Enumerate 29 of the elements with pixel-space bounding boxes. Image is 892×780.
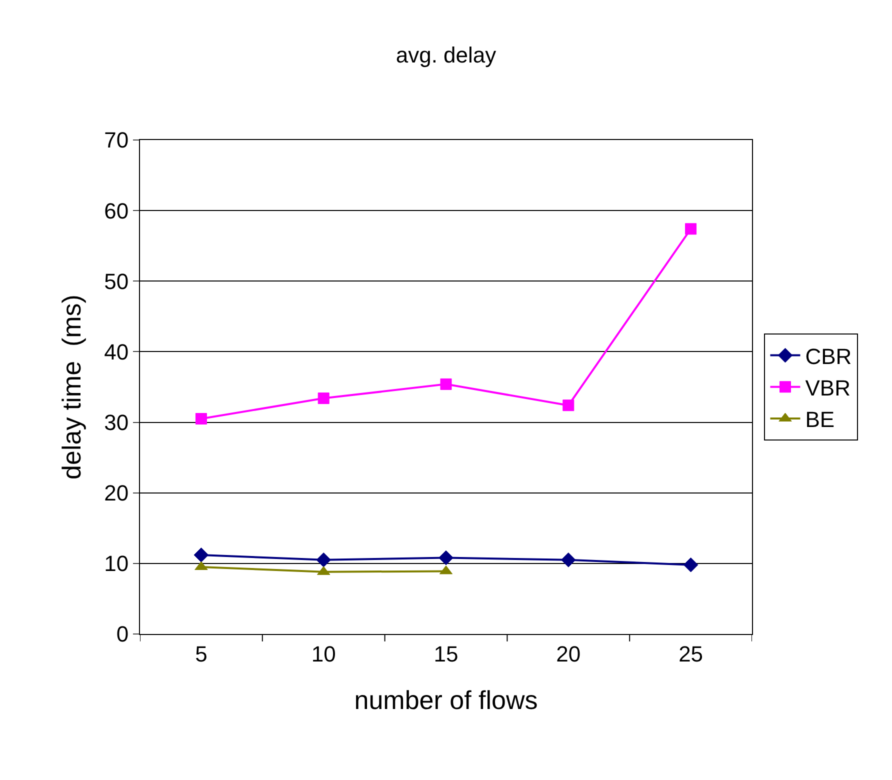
y-tick-label: 10 xyxy=(104,551,129,576)
y-tick-label: 20 xyxy=(104,480,129,506)
y-tick-label: 40 xyxy=(104,339,129,364)
y-tick-label: 60 xyxy=(104,198,129,224)
y-axis-title: delay time (ms) xyxy=(56,294,87,480)
point xyxy=(683,557,698,572)
x-tick-label: 25 xyxy=(678,641,704,666)
legend-label: BE xyxy=(805,407,835,432)
point xyxy=(561,552,576,568)
x-tick-label: 20 xyxy=(556,641,581,666)
point xyxy=(195,413,207,425)
legend-label: VBR xyxy=(805,375,850,400)
point xyxy=(685,223,697,235)
point xyxy=(440,378,452,390)
x-tick-label: 5 xyxy=(195,641,208,666)
y-tick-label: 50 xyxy=(104,268,129,294)
point xyxy=(562,400,574,412)
x-tick-label: 10 xyxy=(311,641,336,666)
point xyxy=(316,552,331,568)
point xyxy=(318,392,330,404)
x-axis-title: number of flows xyxy=(354,685,538,716)
legend-label: CBR xyxy=(805,344,852,369)
y-tick-label: 30 xyxy=(104,410,129,435)
x-tick-label: 15 xyxy=(434,641,458,666)
y-tick-label: 0 xyxy=(116,622,129,647)
chart-title: avg. delay xyxy=(396,42,496,68)
y-tick-label: 70 xyxy=(104,128,129,153)
point xyxy=(438,550,454,566)
point xyxy=(194,548,209,562)
